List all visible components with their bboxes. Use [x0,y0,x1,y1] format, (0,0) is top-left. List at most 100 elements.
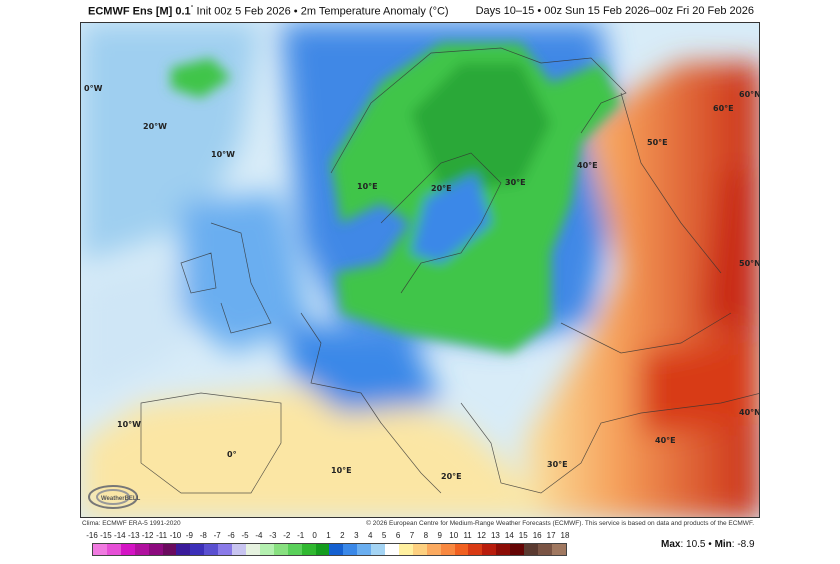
lon-label: 20°E [441,472,462,481]
colorbar-bin [273,544,288,555]
colorbar-bin [524,544,538,555]
climatology-note: Clima: ECMWF ERA-5 1991-2020 [82,520,181,527]
colorbar-bin [232,544,246,555]
lon-label: 30°E [547,460,568,469]
colorbar-tick-label: -16 [86,531,98,540]
lon-label: 10°E [357,182,378,191]
map-canvas: 0°W 20°W 10°W 10°E 20°E 30°E 40°E 50°E 6… [81,23,760,517]
svg-text:WeatherBELL: WeatherBELL [101,496,141,502]
colorbar-bin [371,544,386,555]
colorbar-bin [259,544,274,555]
copyright-note: © 2026 European Centre for Medium-Range … [366,520,754,527]
min-value: -8.9 [737,539,755,550]
max-min-stats: Max: 10.5 • Min: -8.9 [661,539,755,550]
colorbar-bin [204,544,219,555]
colorbar-tick-label: 4 [368,531,373,540]
colorbar-tick-label: -7 [213,531,221,540]
colorbar-tick-label: 14 [504,531,514,540]
country-borders [140,47,759,494]
colorbar-tick-label: -13 [127,531,140,540]
lat-label: 40°N [739,408,760,417]
lon-label: 10°W [211,150,235,159]
colorbar-tick-label: -1 [297,531,305,540]
max-value: 10.5 [686,539,706,550]
colorbar-tick-label: -14 [114,531,126,540]
init-time: Init 00z 5 Feb 2026 [196,5,291,18]
colorbar-tick-label: 11 [463,531,472,540]
lon-label: 40°E [655,436,676,445]
lon-label: 20°E [431,184,452,193]
colorbar-tick-label: 17 [546,531,556,540]
colorbar-bin [454,544,469,555]
lon-label: 10°W [117,420,141,429]
colorbar-tick-label: -10 [169,531,182,540]
lon-label: 40°E [577,161,598,170]
colorbar-tick-label: -5 [241,531,249,540]
colorbar-bin [93,544,107,555]
colorbar-tick-label: 8 [423,531,429,540]
variable-name: 2m Temperature Anomaly (°C) [300,5,449,18]
degree-symbol: ° [190,5,194,12]
colorbar-bin [120,544,135,555]
colorbar-tick-label: 0 [312,531,317,540]
colorbar-tick-label: 10 [449,531,459,540]
separator: • [293,5,298,18]
lon-label: 50°E [647,138,668,147]
colorbar-tick-label: -11 [156,531,168,540]
colorbar-bin [218,544,233,555]
colorbar-bin [551,544,566,555]
colorbar-bin [482,544,497,555]
lon-label: 60°E [713,104,734,113]
max-label: Max [661,539,681,550]
colorbar-bin [329,544,344,555]
colorbar-bin [510,544,525,555]
colorbar-tick-label: 13 [490,531,500,540]
colorbar-tick-label: -3 [269,531,277,540]
separator: • [708,539,712,550]
colorbar-bin [343,544,358,555]
model-name: ECMWF Ens [M] 0.1 [88,5,191,18]
colorbar-tick-label: -4 [255,531,263,540]
forecast-period: Days 10–15 • 00z Sun 15 Feb 2026–00z Fri… [475,5,754,17]
min-label: Min [714,539,732,550]
colorbar-tick-label: 7 [409,531,415,540]
colorbar-tick-label: -6 [227,531,235,540]
colorbar-tick-label: 2 [340,531,345,540]
lat-label: 60°N [739,90,760,99]
colorbar-bin [468,544,483,555]
colorbar-tick-label: 18 [560,531,570,540]
colorbar-tick-label: 9 [437,531,443,540]
colorbar-bin [496,544,511,555]
colorbar-ticks: -16 -15 -14 -13 -12 -11 -10 -9 -8 -7 -6 -5 -4 -3 -2 -1 0… [86,531,569,541]
colorbar [92,543,567,556]
lon-label: 30°E [505,178,526,187]
weatherbell-logo: WeatherBELL [88,485,141,509]
colorbar-bin [106,544,121,555]
lon-label: 10°E [331,466,352,475]
colorbar-bin [426,544,441,555]
colorbar-bin [148,544,163,555]
colorbar-tick-label: 3 [354,531,359,540]
graticule-labels: 0°W 20°W 10°W 10°E 20°E 30°E 40°E 50°E 6… [84,84,760,481]
colorbar-tick-label: -15 [100,531,112,540]
colorbar-bin [398,544,413,555]
colorbar-bin [190,544,205,555]
colorbar-bin [287,544,302,555]
colorbar-bin [440,544,455,555]
colorbar-tick-label: 1 [326,531,331,540]
colorbar-tick-label: 15 [518,531,528,540]
colorbar-bin [385,544,399,555]
colorbar-tick-label: -9 [185,531,193,540]
colorbar-bin [134,544,149,555]
colorbar-bin [245,544,260,555]
lat-label: 50°N [739,259,760,268]
colorbar-bin [538,544,552,555]
colorbar-bin [176,544,191,555]
lon-label: 0° [227,450,237,459]
colorbar-tick-label: -12 [141,531,154,540]
colorbar-tick-label: -8 [199,531,207,540]
colorbar-bin [301,544,316,555]
map-title: ECMWF Ens [M] 0.1° Init 00z 5 Feb 2026 •… [88,5,449,18]
colorbar-tick-label: 6 [395,531,401,540]
colorbar-tick-label: 5 [381,531,387,540]
